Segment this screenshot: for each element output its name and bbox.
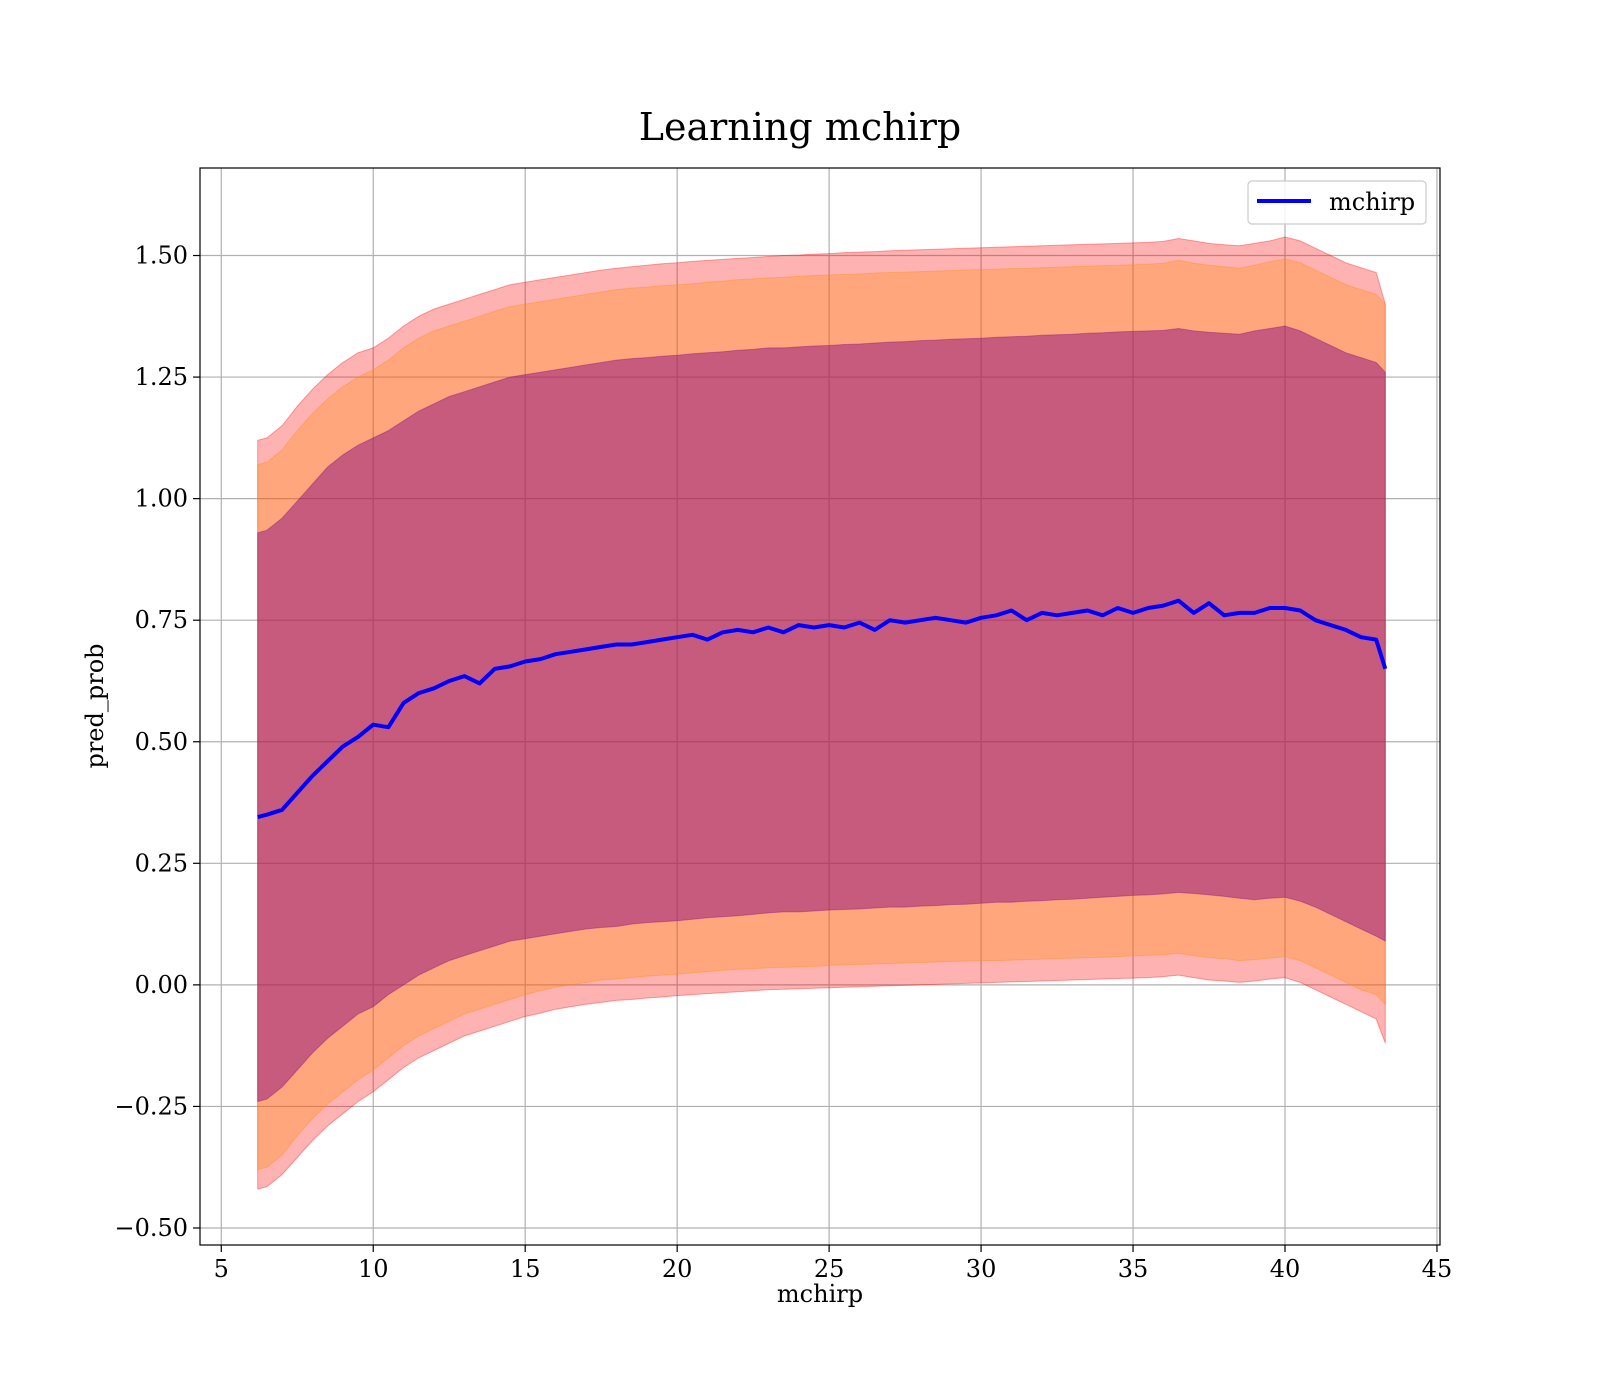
x-tick-label: 20 bbox=[662, 1255, 693, 1283]
series-lines bbox=[257, 598, 1388, 820]
x-tick-label: 45 bbox=[1422, 1255, 1453, 1283]
y-tick-label: −0.50 bbox=[114, 1214, 188, 1242]
x-tick-label: 15 bbox=[510, 1255, 541, 1283]
y-axis-label: pred_prob bbox=[81, 643, 109, 768]
plot-frame bbox=[199, 167, 1441, 1246]
y-tick-label: 1.00 bbox=[135, 485, 188, 513]
x-axis-label: mchirp bbox=[777, 1280, 863, 1308]
x-tick-label: 10 bbox=[358, 1255, 389, 1283]
x-axis-ticks: 5 10 15 20 25 30 35 40 45 bbox=[214, 1245, 1453, 1283]
legend: mchirp bbox=[1247, 180, 1427, 225]
gridlines bbox=[200, 168, 1440, 1245]
y-tick-label: 1.25 bbox=[135, 363, 188, 391]
y-tick-label: −0.25 bbox=[114, 1092, 188, 1120]
band-1-sigma bbox=[257, 325, 1386, 1103]
y-tick-label: 0.25 bbox=[135, 849, 188, 877]
y-tick-label: 0.75 bbox=[135, 606, 188, 634]
band-3-sigma bbox=[257, 236, 1386, 1190]
y-tick-label: 1.50 bbox=[135, 242, 188, 270]
x-tick-label: 30 bbox=[966, 1255, 997, 1283]
confidence-bands bbox=[257, 236, 1386, 1190]
band-2-sigma bbox=[257, 258, 1386, 1171]
y-tick-label: 0.00 bbox=[135, 971, 188, 999]
x-tick-label: 5 bbox=[214, 1255, 229, 1283]
x-tick-label: 35 bbox=[1118, 1255, 1149, 1283]
legend-label: mchirp bbox=[1329, 188, 1415, 216]
x-tick-label: 40 bbox=[1270, 1255, 1301, 1283]
legend-box bbox=[1247, 180, 1427, 225]
y-axis-ticks: −0.50 −0.25 0.00 0.25 0.50 0.75 1.00 1.25 1.50 bbox=[114, 242, 200, 1242]
x-tick-label: 25 bbox=[814, 1255, 845, 1283]
chart-title: Learning mchirp bbox=[639, 105, 961, 149]
series-line-mchirp bbox=[257, 598, 1388, 820]
y-tick-label: 0.50 bbox=[135, 728, 188, 756]
